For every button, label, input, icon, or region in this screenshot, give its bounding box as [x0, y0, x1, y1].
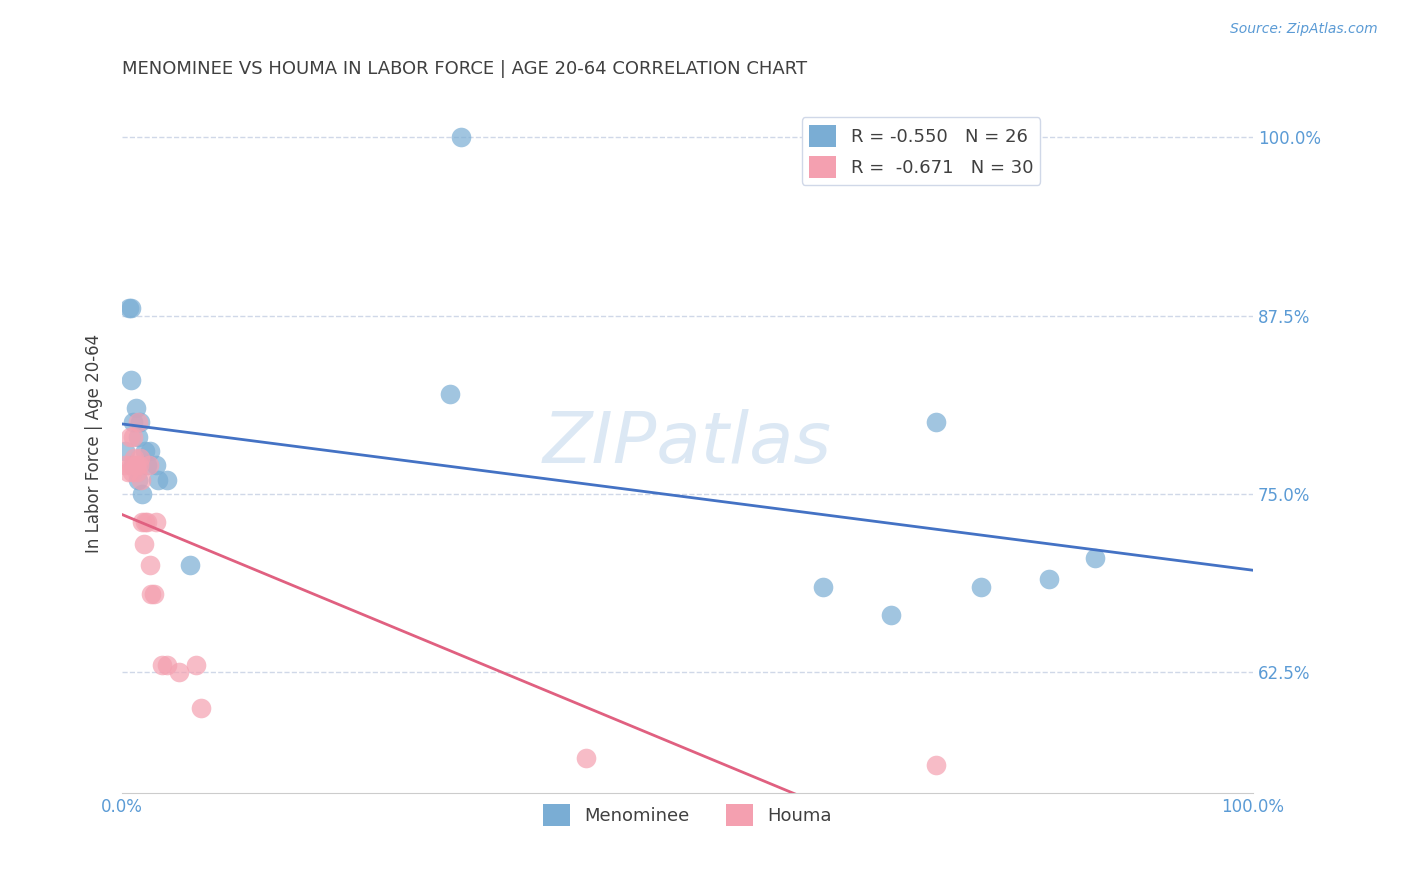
Point	[127, 416, 149, 430]
Point	[125, 466, 148, 480]
Point	[925, 416, 948, 430]
Point	[120, 458, 142, 473]
Point	[880, 608, 903, 623]
Point	[132, 537, 155, 551]
Point	[120, 301, 142, 316]
Point	[575, 750, 598, 764]
Point	[450, 130, 472, 145]
Point	[129, 416, 152, 430]
Point	[114, 458, 136, 473]
Point	[122, 416, 145, 430]
Point	[117, 466, 139, 480]
Point	[136, 516, 159, 530]
Y-axis label: In Labor Force | Age 20-64: In Labor Force | Age 20-64	[86, 334, 103, 553]
Point	[122, 430, 145, 444]
Point	[122, 458, 145, 473]
Point	[124, 401, 146, 416]
Legend: Menominee, Houma: Menominee, Houma	[536, 797, 839, 833]
Point	[139, 558, 162, 573]
Point	[184, 657, 207, 672]
Point	[145, 516, 167, 530]
Point	[129, 451, 152, 466]
Point	[118, 301, 141, 316]
Point	[131, 516, 153, 530]
Point	[148, 473, 170, 487]
Point	[121, 466, 143, 480]
Point	[128, 458, 150, 473]
Point	[127, 430, 149, 444]
Point	[150, 657, 173, 672]
Point	[120, 373, 142, 387]
Point	[970, 580, 993, 594]
Point	[925, 757, 948, 772]
Point	[129, 473, 152, 487]
Point	[114, 444, 136, 458]
Point	[136, 458, 159, 473]
Point	[131, 487, 153, 501]
Point	[190, 700, 212, 714]
Text: ZIPatlas: ZIPatlas	[543, 409, 832, 478]
Point	[766, 800, 789, 814]
Point	[439, 387, 461, 401]
Point	[1038, 573, 1060, 587]
Point	[156, 473, 179, 487]
Point	[124, 451, 146, 466]
Point	[156, 657, 179, 672]
Point	[118, 430, 141, 444]
Point	[145, 458, 167, 473]
Point	[138, 458, 160, 473]
Point	[141, 587, 163, 601]
Text: Source: ZipAtlas.com: Source: ZipAtlas.com	[1230, 22, 1378, 37]
Point	[1083, 551, 1105, 566]
Point	[142, 587, 165, 601]
Point	[139, 444, 162, 458]
Point	[134, 516, 156, 530]
Text: MENOMINEE VS HOUMA IN LABOR FORCE | AGE 20-64 CORRELATION CHART: MENOMINEE VS HOUMA IN LABOR FORCE | AGE …	[122, 60, 807, 78]
Point	[127, 473, 149, 487]
Point	[167, 665, 190, 679]
Point	[179, 558, 201, 573]
Point	[811, 580, 834, 594]
Point	[134, 444, 156, 458]
Point	[124, 458, 146, 473]
